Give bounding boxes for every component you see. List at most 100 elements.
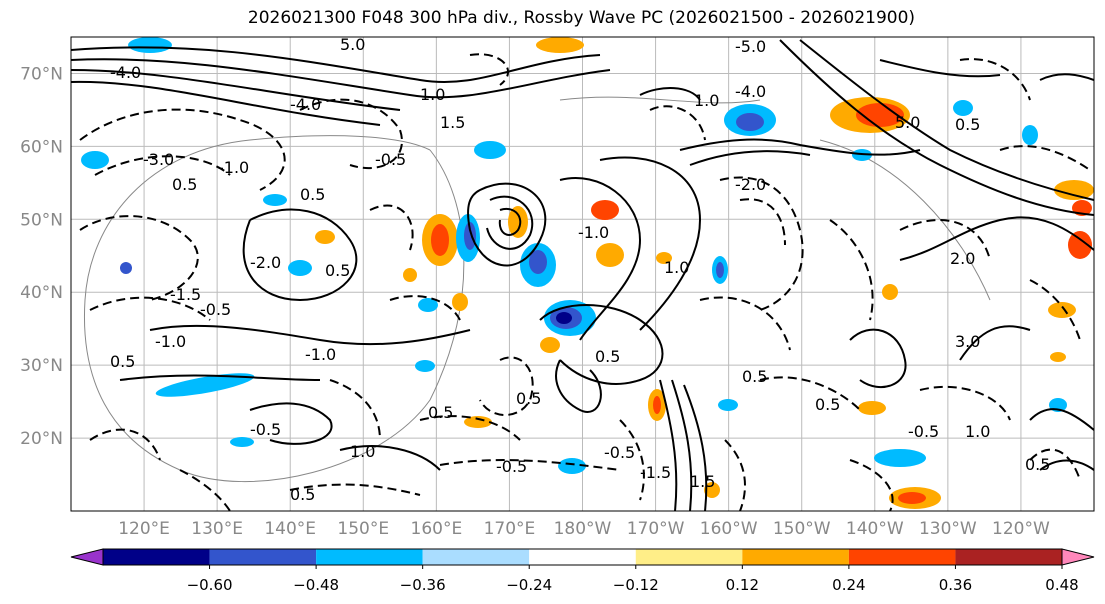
shade-patch bbox=[403, 268, 417, 282]
contour-label: -0.5 bbox=[496, 457, 527, 476]
contour-label: 1.0 bbox=[420, 85, 445, 104]
colorbar-ticks: −0.60 −0.48 −0.36 −0.24 −0.12 0.12 0.24 0.36 0.4… bbox=[187, 565, 1079, 594]
contour-label: -3.0 bbox=[143, 150, 174, 169]
contour-label: 0.5 bbox=[428, 403, 453, 422]
contour-line bbox=[999, 145, 1091, 171]
colorbar-tick-label: −0.36 bbox=[400, 576, 446, 594]
contour-line bbox=[649, 105, 706, 141]
shade-patch bbox=[1048, 302, 1076, 318]
coast-outline bbox=[559, 96, 761, 104]
lat-label: 20°N bbox=[20, 429, 63, 449]
shade-patch bbox=[874, 449, 926, 467]
lat-label: 50°N bbox=[20, 210, 63, 230]
contour-line bbox=[599, 156, 702, 331]
contour-line bbox=[339, 445, 441, 471]
shade-patch bbox=[452, 293, 468, 311]
contour-line bbox=[959, 325, 1031, 361]
colorbar-tick-label: 0.36 bbox=[939, 576, 972, 594]
colorbar-segment bbox=[955, 549, 1062, 565]
lon-label: 140°W bbox=[846, 519, 904, 539]
contour-line bbox=[779, 39, 1094, 216]
colorbar-tick-label: 0.12 bbox=[726, 576, 759, 594]
lat-label: 30°N bbox=[20, 356, 63, 376]
shade-patch bbox=[716, 262, 724, 278]
contour-label: 1.5 bbox=[690, 472, 715, 491]
contour-line bbox=[242, 208, 358, 302]
contour-label: -0.5 bbox=[250, 420, 281, 439]
lat-label: 60°N bbox=[20, 137, 63, 157]
shade-patch bbox=[858, 401, 886, 415]
contour-label: 0.5 bbox=[110, 352, 135, 371]
colorbar bbox=[70, 548, 1095, 566]
contour-label: -1.5 bbox=[640, 463, 671, 482]
contour-line bbox=[179, 469, 231, 511]
contour-label: -1.0 bbox=[305, 345, 336, 364]
shade-patch bbox=[1050, 352, 1066, 362]
contour-label: -0.5 bbox=[604, 443, 635, 462]
colorbar-segment bbox=[742, 549, 849, 565]
shade-patch bbox=[155, 373, 255, 397]
shade-patch bbox=[591, 200, 619, 220]
contour-label: -4.0 bbox=[290, 95, 321, 114]
colorbar-tick-label: 0.48 bbox=[1045, 576, 1078, 594]
shade-patch bbox=[596, 243, 624, 267]
contour-line bbox=[879, 59, 1001, 78]
shade-patch bbox=[556, 312, 572, 324]
contour-line bbox=[71, 58, 611, 99]
contour-line bbox=[79, 108, 286, 191]
colorbar-frame bbox=[102, 548, 1063, 566]
contour-line bbox=[659, 379, 678, 511]
contour-label: -0.5 bbox=[200, 300, 231, 319]
contour-label: -1.0 bbox=[155, 332, 186, 351]
coast-outline bbox=[83, 135, 465, 483]
contour-line bbox=[389, 295, 461, 321]
lon-label: 160°E bbox=[411, 519, 463, 539]
map-title: 2026021300 F048 300 hPa div., Rossby Wav… bbox=[247, 8, 916, 28]
colorbar-segment bbox=[422, 549, 530, 565]
shade-patch bbox=[230, 437, 254, 447]
contour-label: 0.5 bbox=[172, 175, 197, 194]
shade-patch bbox=[656, 252, 672, 264]
contour-line bbox=[724, 439, 746, 511]
shade-patch bbox=[288, 260, 312, 276]
contour-line bbox=[71, 46, 601, 84]
contour-line bbox=[467, 182, 547, 267]
contour-line bbox=[719, 176, 804, 311]
contour-label: 1.0 bbox=[664, 258, 689, 277]
contour-label: 1.0 bbox=[350, 442, 375, 461]
lon-label: 130°W bbox=[919, 519, 977, 539]
contour-label: 0.5 bbox=[1025, 455, 1050, 474]
latitude-labels: 70°N 60°N 50°N 40°N 30°N 20°N bbox=[20, 64, 63, 449]
contour-line bbox=[689, 150, 811, 166]
colorbar-tick-label: −0.60 bbox=[187, 576, 233, 594]
contour-label: -4.0 bbox=[110, 63, 141, 82]
shade-patch bbox=[1054, 180, 1094, 200]
shade-patch bbox=[1068, 231, 1092, 259]
contour-line bbox=[899, 216, 1094, 261]
coastlines bbox=[83, 96, 991, 483]
contour-line bbox=[419, 415, 521, 441]
contour-label: -0.5 bbox=[375, 150, 406, 169]
contour-line bbox=[299, 98, 403, 170]
contour-line bbox=[479, 356, 534, 416]
shade-patch bbox=[718, 399, 738, 411]
colorbar-tick-label: −0.24 bbox=[506, 576, 552, 594]
shade-patch bbox=[81, 151, 109, 169]
coast-outline bbox=[819, 139, 991, 301]
contour-label: 5.0 bbox=[895, 113, 920, 132]
contour-line bbox=[486, 195, 534, 250]
contour-line bbox=[71, 69, 401, 111]
contour-line bbox=[739, 198, 786, 246]
shade-patch bbox=[1022, 125, 1038, 145]
contour-line bbox=[619, 419, 645, 501]
contour-label: -4.0 bbox=[735, 82, 766, 101]
colorbar-segment bbox=[209, 549, 317, 565]
contour-line bbox=[699, 296, 791, 351]
shade-patch bbox=[120, 262, 132, 274]
contour-line bbox=[799, 39, 1094, 201]
lon-label: 140°E bbox=[264, 519, 316, 539]
shade-patch bbox=[315, 230, 335, 244]
shade-patch bbox=[736, 113, 764, 131]
contour-label: 1.5 bbox=[440, 113, 465, 132]
contour-label: -1.0 bbox=[218, 158, 249, 177]
